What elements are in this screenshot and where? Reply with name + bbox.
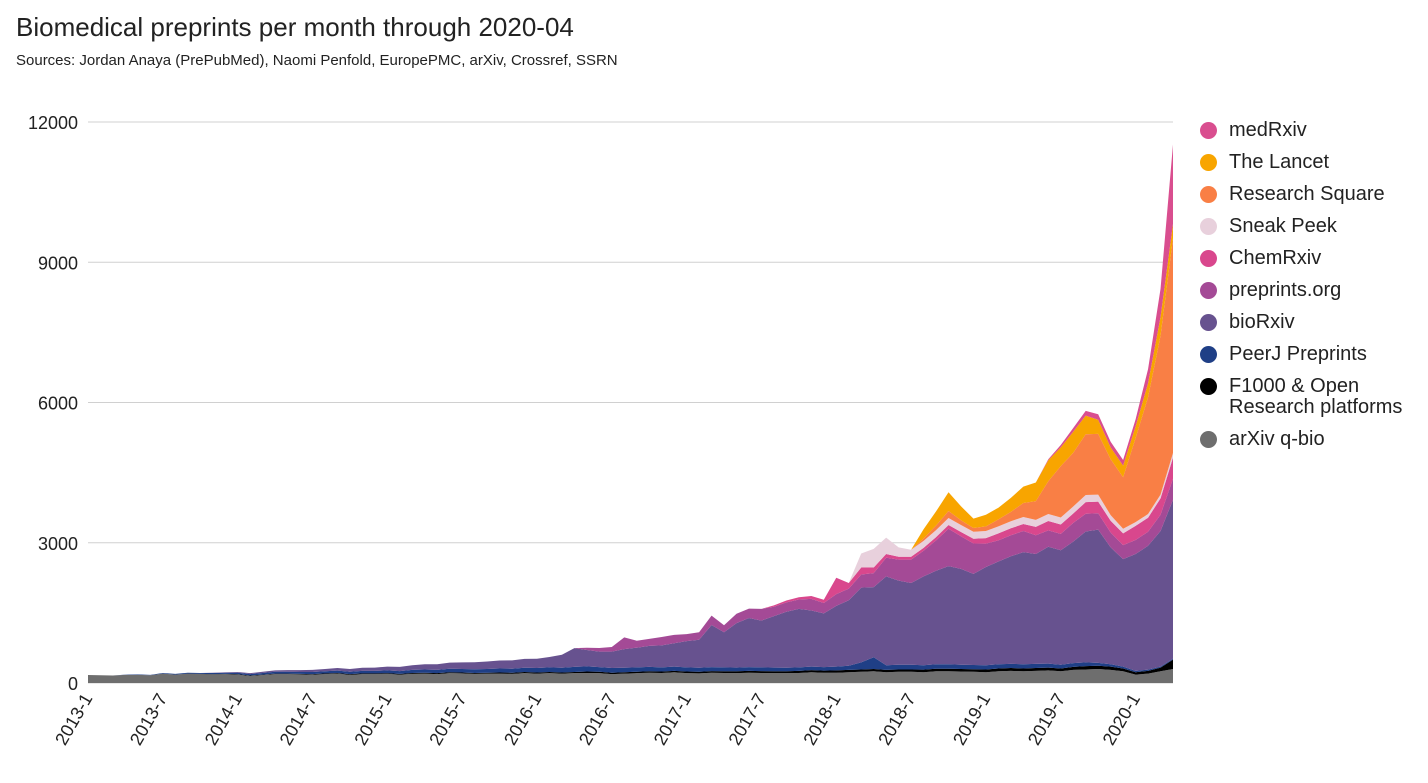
legend-swatch <box>1200 122 1217 139</box>
x-tick-label: 2013-7 <box>126 690 171 749</box>
legend-label: F1000 & Open Research platforms <box>1229 375 1403 418</box>
legend-item: bioRxiv <box>1198 312 1423 333</box>
legend-item: The Lancet <box>1198 152 1423 173</box>
x-tick-label: 2020-1 <box>1099 690 1144 749</box>
legend-swatch <box>1200 154 1217 171</box>
areas <box>88 144 1173 683</box>
y-tick-label: 0 <box>68 674 78 694</box>
x-tick-label: 2018-7 <box>874 690 919 749</box>
legend-item: ChemRxiv <box>1198 248 1423 269</box>
chart-title: Biomedical preprints per month through 2… <box>16 12 574 42</box>
legend-swatch <box>1200 346 1217 363</box>
x-tick-label: 2015-7 <box>425 690 470 749</box>
legend-swatch <box>1200 250 1217 267</box>
legend-item: Sneak Peek <box>1198 216 1423 237</box>
y-tick-label: 3000 <box>38 534 78 554</box>
x-tick-label: 2014-1 <box>201 690 246 749</box>
legend-swatch <box>1200 378 1217 395</box>
legend-item: PeerJ Preprints <box>1198 344 1423 365</box>
legend-label: Sneak Peek <box>1229 215 1337 237</box>
y-tick-label: 9000 <box>38 253 78 273</box>
legend-swatch <box>1200 186 1217 203</box>
legend-item: Research Square <box>1198 184 1423 205</box>
legend-label: medRxiv <box>1229 119 1307 141</box>
legend-label: arXiv q-bio <box>1229 428 1325 450</box>
legend-label: preprints.org <box>1229 279 1342 301</box>
x-tick-label: 2014-7 <box>276 690 321 749</box>
y-tick-label: 6000 <box>38 394 78 414</box>
legend-label: The Lancet <box>1229 151 1330 173</box>
area <box>88 657 1173 676</box>
legend-label: PeerJ Preprints <box>1229 343 1367 365</box>
x-tick-label: 2016-1 <box>500 690 545 749</box>
legend-item: arXiv q-bio <box>1198 429 1423 450</box>
chart-subtitle: Sources: Jordan Anaya (PrePubMed), Naomi… <box>16 52 618 69</box>
y-tick-label: 12000 <box>28 113 78 133</box>
area <box>88 659 1173 676</box>
legend-label: ChemRxiv <box>1229 247 1322 269</box>
legend-swatch <box>1200 218 1217 235</box>
legend-label: bioRxiv <box>1229 311 1295 333</box>
legend: medRxiv The Lancet Research Square Sneak Pe… <box>1198 120 1423 461</box>
x-tick-label: 2019-1 <box>949 690 994 749</box>
x-tick-label: 2019-7 <box>1024 690 1069 749</box>
x-tick-label: 2015-1 <box>350 690 395 749</box>
x-tick-label: 2016-7 <box>575 690 620 749</box>
legend-label: Research Square <box>1229 183 1385 205</box>
legend-item: medRxiv <box>1198 120 1423 141</box>
x-tick-label: 2018-1 <box>799 690 844 749</box>
x-tick-label: 2017-1 <box>650 690 695 749</box>
x-tick-label: 2013-1 <box>51 690 96 749</box>
x-tick-label: 2017-7 <box>725 690 770 749</box>
legend-swatch <box>1200 431 1217 448</box>
legend-swatch <box>1200 282 1217 299</box>
area <box>88 499 1173 676</box>
legend-item: preprints.org <box>1198 280 1423 301</box>
legend-item: F1000 & Open Research platforms <box>1198 376 1423 418</box>
area <box>88 668 1173 683</box>
legend-swatch <box>1200 314 1217 331</box>
